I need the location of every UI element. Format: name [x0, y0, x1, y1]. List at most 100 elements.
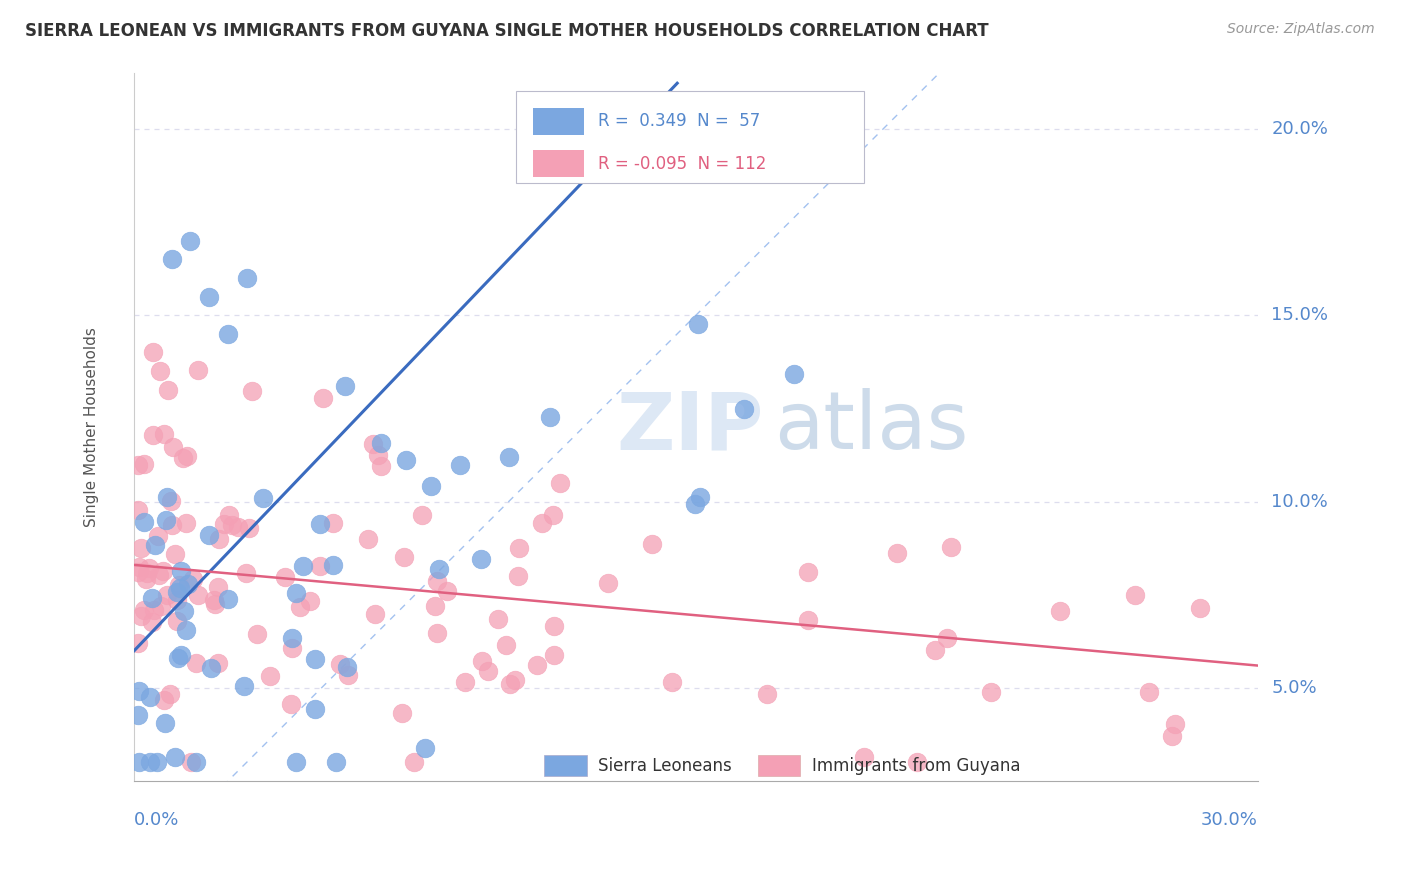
Point: [129, 608, 152, 623]
Point: [273, 570, 295, 584]
Point: [477, 664, 499, 678]
Point: [142, 603, 165, 617]
Point: [1164, 717, 1187, 731]
Point: [179, 234, 201, 248]
Point: [240, 384, 263, 398]
Point: [159, 687, 181, 701]
Point: [395, 453, 418, 467]
Point: [370, 436, 392, 450]
Point: [499, 677, 522, 691]
Point: [924, 642, 946, 657]
Point: [132, 457, 155, 471]
Point: [128, 756, 150, 770]
Point: [797, 613, 820, 627]
Point: [541, 508, 564, 523]
Point: [184, 755, 207, 769]
Point: [148, 568, 170, 582]
Point: [309, 517, 332, 532]
Point: [176, 623, 198, 637]
Point: [538, 410, 561, 425]
FancyBboxPatch shape: [758, 755, 800, 776]
Point: [127, 566, 149, 580]
Point: [235, 566, 257, 580]
Point: [228, 520, 250, 534]
Text: 0.0%: 0.0%: [134, 811, 180, 829]
Point: [127, 503, 149, 517]
Point: [304, 652, 326, 666]
Point: [142, 428, 165, 442]
Text: 30.0%: 30.0%: [1201, 811, 1257, 829]
Point: [204, 598, 226, 612]
Point: [167, 651, 190, 665]
Text: Single Mother Households: Single Mother Households: [84, 327, 98, 527]
Point: [180, 756, 202, 770]
Text: 20.0%: 20.0%: [1271, 120, 1329, 138]
Point: [217, 592, 239, 607]
Point: [160, 252, 183, 267]
Point: [163, 547, 186, 561]
Point: [322, 558, 344, 572]
Point: [235, 271, 257, 285]
Point: [163, 749, 186, 764]
Point: [176, 449, 198, 463]
Point: [132, 603, 155, 617]
Point: [170, 564, 193, 578]
Point: [905, 756, 928, 770]
Point: [886, 546, 908, 560]
Point: [364, 607, 387, 622]
Point: [153, 692, 176, 706]
Point: [288, 600, 311, 615]
Point: [852, 750, 875, 764]
Point: [174, 516, 197, 530]
Point: [370, 459, 392, 474]
Point: [143, 538, 166, 552]
Point: [187, 589, 209, 603]
Point: [162, 440, 184, 454]
Point: [200, 661, 222, 675]
Point: [336, 659, 359, 673]
Point: [292, 559, 315, 574]
Text: 15.0%: 15.0%: [1271, 306, 1329, 324]
Point: [160, 518, 183, 533]
Point: [128, 683, 150, 698]
Point: [420, 479, 443, 493]
Point: [503, 673, 526, 688]
Point: [1137, 685, 1160, 699]
Point: [181, 572, 204, 586]
Point: [127, 708, 149, 723]
Point: [312, 391, 335, 405]
Point: [153, 426, 176, 441]
Point: [756, 688, 779, 702]
Point: [1188, 600, 1211, 615]
Point: [141, 615, 163, 629]
Point: [530, 516, 553, 530]
Point: [733, 402, 755, 417]
Point: [214, 517, 236, 532]
Text: R =  0.349  N =  57: R = 0.349 N = 57: [598, 112, 761, 130]
Point: [367, 449, 389, 463]
Point: [298, 594, 321, 608]
Point: [543, 648, 565, 662]
Text: 5.0%: 5.0%: [1271, 679, 1317, 697]
Point: [135, 572, 157, 586]
Text: R = -0.095  N = 112: R = -0.095 N = 112: [598, 154, 766, 173]
Point: [1161, 730, 1184, 744]
Point: [329, 657, 352, 671]
Point: [166, 593, 188, 607]
Point: [486, 612, 509, 626]
Point: [449, 458, 471, 472]
Point: [146, 756, 169, 770]
Point: [128, 559, 150, 574]
Text: Sierra Leoneans: Sierra Leoneans: [598, 756, 733, 774]
Point: [173, 605, 195, 619]
Point: [391, 706, 413, 720]
Point: [208, 532, 231, 546]
Point: [661, 675, 683, 690]
Point: [454, 674, 477, 689]
Point: [207, 580, 229, 594]
Point: [152, 564, 174, 578]
Point: [543, 619, 565, 633]
Point: [548, 475, 571, 490]
Point: [495, 638, 517, 652]
Point: [429, 561, 451, 575]
